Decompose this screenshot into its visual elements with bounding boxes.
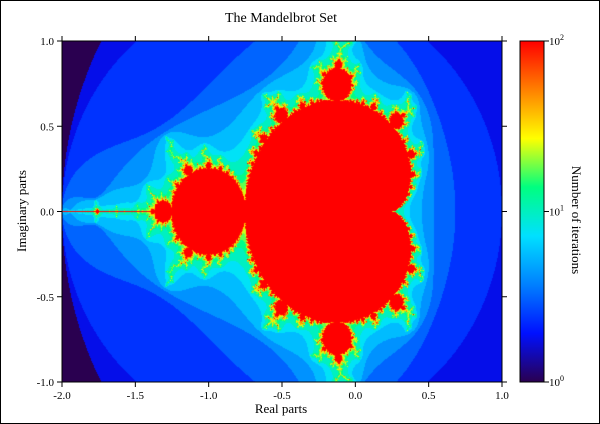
colorbar-tick-label: 100 (549, 374, 564, 389)
x-tick-label: -0.5 (273, 390, 291, 402)
x-tick-label: 0.0 (348, 390, 362, 402)
colorbar-tick-label: 102 (549, 33, 564, 48)
y-tick-label: -1.0 (37, 377, 55, 389)
x-tick-label: -1.0 (200, 390, 218, 402)
y-tick-label: 0.5 (40, 121, 54, 133)
y-axis-ticks: -1.0 -0.5 0.0 0.5 1.0 (37, 36, 507, 389)
colorbar (519, 40, 545, 383)
colorbar-label: Number of iterations (569, 166, 584, 274)
colorbar-tick-label: 101 (549, 204, 564, 219)
heatmap-area (62, 41, 502, 382)
y-tick-label: -0.5 (37, 292, 55, 304)
colorbar-ticks: 100 101 102 (544, 33, 564, 389)
x-tick-label: -1.5 (127, 390, 145, 402)
x-tick-label: -2.0 (53, 390, 71, 402)
heatmap-canvas (62, 41, 502, 382)
x-axis-label: Real parts (255, 401, 307, 416)
y-tick-label: 1.0 (40, 36, 54, 48)
x-tick-label: 1.0 (495, 390, 509, 402)
x-tick-label: 0.5 (422, 390, 436, 402)
chart-title: The Mandelbrot Set (225, 11, 337, 26)
y-axis-label: Imaginary parts (14, 170, 29, 252)
y-tick-label: 0.0 (40, 207, 54, 219)
x-axis-ticks: -2.0 -1.5 -1.0 -0.5 0.0 0.5 1.0 (53, 36, 509, 402)
